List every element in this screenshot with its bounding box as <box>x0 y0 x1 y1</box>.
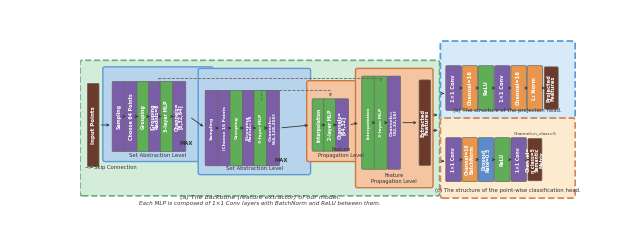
Text: |Grouping
Radius=16: |Grouping Radius=16 <box>245 115 253 141</box>
Text: 1×1 Conv: 1×1 Conv <box>451 74 456 102</box>
Text: L₂ Norm: L₂ Norm <box>532 76 538 99</box>
FancyBboxPatch shape <box>324 99 337 151</box>
FancyBboxPatch shape <box>112 82 125 151</box>
FancyBboxPatch shape <box>511 138 527 182</box>
Text: Dropout
Rate=0.5: Dropout Rate=0.5 <box>481 147 491 172</box>
FancyBboxPatch shape <box>266 90 280 166</box>
FancyBboxPatch shape <box>88 83 99 167</box>
FancyBboxPatch shape <box>198 68 310 175</box>
Text: Set Abstraction Level: Set Abstraction Level <box>129 153 186 158</box>
Text: (b) The structure of the projection head.: (b) The structure of the projection head… <box>453 108 562 113</box>
FancyBboxPatch shape <box>218 90 231 166</box>
FancyBboxPatch shape <box>307 81 376 161</box>
Text: (a) The backbone (feature extractor) of our model.: (a) The backbone (feature extractor) of … <box>180 195 340 200</box>
Text: Channel=n_class=5: Channel=n_class=5 <box>513 131 556 135</box>
FancyBboxPatch shape <box>495 66 510 110</box>
Text: Channels=
[32,32,16]: Channels= [32,32,16] <box>390 110 397 136</box>
Text: ReLU: ReLU <box>500 153 505 166</box>
Text: 3-layer MLP: 3-layer MLP <box>259 113 262 143</box>
FancyBboxPatch shape <box>462 66 477 110</box>
Text: Set Abstraction Level: Set Abstraction Level <box>226 166 283 171</box>
Text: Channels=
[64,32]: Channels= [64,32] <box>337 111 347 139</box>
Text: 1×1 Conv: 1×1 Conv <box>500 74 505 102</box>
FancyBboxPatch shape <box>478 138 494 182</box>
Text: Skip Connection: Skip Connection <box>94 165 137 170</box>
Text: Each MLP is composed of 1×1 Conv layers with BatchNorm and ReLU between them.: Each MLP is composed of 1×1 Conv layers … <box>139 201 381 206</box>
FancyBboxPatch shape <box>173 82 186 151</box>
Text: Channel=16: Channel=16 <box>467 71 472 106</box>
FancyBboxPatch shape <box>495 138 510 182</box>
FancyBboxPatch shape <box>230 90 243 166</box>
Text: Input Points: Input Points <box>91 106 95 144</box>
FancyBboxPatch shape <box>387 76 401 169</box>
FancyBboxPatch shape <box>446 66 461 110</box>
Text: |Choose 16 Points: |Choose 16 Points <box>222 106 226 150</box>
Text: Choose 64 Points: Choose 64 Points <box>129 93 134 140</box>
Text: MAX: MAX <box>179 141 193 146</box>
FancyBboxPatch shape <box>335 99 349 151</box>
FancyBboxPatch shape <box>419 80 431 165</box>
Text: Channels=
[64,128,256]: Channels= [64,128,256] <box>269 112 276 144</box>
Text: Projected
Features: Projected Features <box>547 74 556 102</box>
FancyBboxPatch shape <box>137 82 150 151</box>
Text: Channel=16
BatchNorm: Channel=16 BatchNorm <box>465 144 474 175</box>
Text: 3-layer MLP: 3-layer MLP <box>164 101 170 132</box>
Text: Channel=16: Channel=16 <box>516 71 521 106</box>
Text: MAX: MAX <box>274 158 287 163</box>
FancyBboxPatch shape <box>148 82 162 151</box>
Text: Channel=
n_class=5
Semantic
Matrix: Channel= n_class=5 Semantic Matrix <box>525 147 545 173</box>
FancyBboxPatch shape <box>243 90 255 166</box>
Text: 3-layer MLP: 3-layer MLP <box>379 108 383 137</box>
Text: |Grouping
Radius=8: |Grouping Radius=8 <box>150 103 160 130</box>
FancyBboxPatch shape <box>462 138 477 182</box>
FancyBboxPatch shape <box>528 138 542 181</box>
FancyBboxPatch shape <box>362 76 375 169</box>
Text: Feature
Propagation Level: Feature Propagation Level <box>371 174 417 184</box>
Text: ReLU: ReLU <box>484 81 488 95</box>
FancyBboxPatch shape <box>511 66 527 110</box>
FancyBboxPatch shape <box>312 99 325 151</box>
Text: 2-layer MLP: 2-layer MLP <box>328 110 333 140</box>
FancyBboxPatch shape <box>478 66 494 110</box>
FancyBboxPatch shape <box>440 118 575 198</box>
FancyBboxPatch shape <box>355 68 433 188</box>
FancyBboxPatch shape <box>205 90 218 166</box>
FancyBboxPatch shape <box>125 82 138 151</box>
Text: Extracted
Features: Extracted Features <box>420 109 429 137</box>
FancyBboxPatch shape <box>103 67 213 161</box>
FancyBboxPatch shape <box>544 67 558 109</box>
Text: Grouping: Grouping <box>141 104 146 129</box>
FancyBboxPatch shape <box>440 41 575 119</box>
Text: Interpolation: Interpolation <box>366 106 371 139</box>
FancyBboxPatch shape <box>446 138 461 182</box>
Text: Feature
Propagation Level: Feature Propagation Level <box>318 147 364 158</box>
Text: 1×1 Conv: 1×1 Conv <box>451 147 456 172</box>
Text: (c) The structure of the point-wise classification head.: (c) The structure of the point-wise clas… <box>435 188 580 193</box>
Text: Channels=
[8,32,64]: Channels= [8,32,64] <box>175 102 184 131</box>
FancyBboxPatch shape <box>374 76 387 169</box>
Text: Interpolation: Interpolation <box>316 108 321 142</box>
Text: 1×1 Conv: 1×1 Conv <box>516 147 521 172</box>
FancyBboxPatch shape <box>527 66 543 110</box>
FancyBboxPatch shape <box>160 82 173 151</box>
FancyBboxPatch shape <box>254 90 267 166</box>
Text: Grouping: Grouping <box>234 117 239 140</box>
Text: Sampling: Sampling <box>116 104 121 129</box>
FancyBboxPatch shape <box>80 60 440 196</box>
Text: Sampling: Sampling <box>210 116 214 140</box>
